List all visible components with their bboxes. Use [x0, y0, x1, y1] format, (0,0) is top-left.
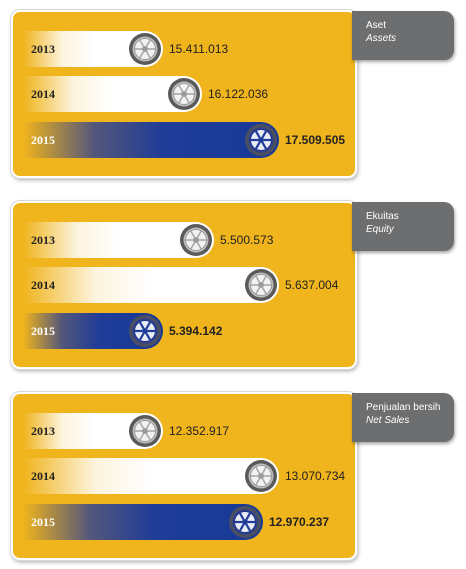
wheel-icon	[179, 223, 213, 257]
data-label: 16.122.036	[208, 87, 269, 101]
data-label: 12.352.917	[169, 424, 230, 438]
wheel-icon	[244, 123, 278, 157]
data-label: 17.509.505	[285, 133, 346, 147]
chart-title-tag: Aset Assets	[352, 11, 454, 60]
chart-panel: 2013 15.411.013 2014 16.122.036 2015 17.509.5…	[11, 10, 357, 178]
bar-row: 2013 12.352.917	[23, 413, 263, 449]
chart-panel: 2013 12.352.917 2014 13.070.734 2015 12.970.2…	[11, 392, 357, 560]
category-label: 2015	[31, 324, 55, 338]
bar-row: 2015 5.394.142	[23, 313, 263, 349]
wheel-icon	[244, 459, 278, 493]
bar	[23, 122, 279, 158]
chart-title: Penjualan bersih	[366, 402, 441, 413]
data-label: 13.070.734	[285, 469, 346, 483]
category-label: 2014	[31, 87, 55, 101]
wheel-icon	[228, 505, 262, 539]
wheel-icon	[244, 268, 278, 302]
chart-panel: 2013 5.500.573 2014 5.637.004 2015 5.394.142	[11, 201, 357, 369]
category-label: 2013	[31, 424, 55, 438]
wheel-icon	[128, 314, 162, 348]
category-label: 2013	[31, 42, 55, 56]
bar-row: 2015 17.509.505	[23, 122, 379, 158]
bar	[23, 504, 263, 540]
category-label: 2014	[31, 278, 55, 292]
category-label: 2013	[31, 233, 55, 247]
data-label: 15.411.013	[169, 42, 229, 56]
chart-title-tag: Penjualan bersih Net Sales	[352, 393, 454, 442]
chart-subtitle: Assets	[366, 33, 397, 44]
wheel-icon	[128, 32, 162, 66]
data-label: 5.394.142	[169, 324, 223, 338]
chart-title: Ekuitas	[366, 211, 399, 222]
bar	[23, 458, 279, 494]
bar-row: 2013 5.500.573	[23, 222, 314, 258]
data-label: 5.637.004	[285, 278, 339, 292]
category-label: 2015	[31, 515, 55, 529]
bar-row: 2014 16.122.036	[23, 76, 302, 112]
chart-title-tag: Ekuitas Equity	[352, 202, 454, 251]
category-label: 2014	[31, 469, 55, 483]
data-label: 12.970.237	[269, 515, 330, 529]
bar-row: 2014 5.637.004	[23, 267, 379, 303]
category-label: 2015	[31, 133, 55, 147]
wheel-icon	[167, 77, 201, 111]
bar-row: 2014 13.070.734	[23, 458, 379, 494]
bar	[23, 267, 279, 303]
chart-title: Aset	[366, 20, 387, 31]
chart-subtitle: Net Sales	[366, 415, 410, 426]
wheel-icon	[128, 414, 162, 448]
bar-row: 2013 15.411.013	[23, 31, 263, 67]
data-label: 5.500.573	[220, 233, 274, 247]
bar-row: 2015 12.970.237	[23, 504, 363, 540]
chart-subtitle: Equity	[366, 224, 394, 235]
